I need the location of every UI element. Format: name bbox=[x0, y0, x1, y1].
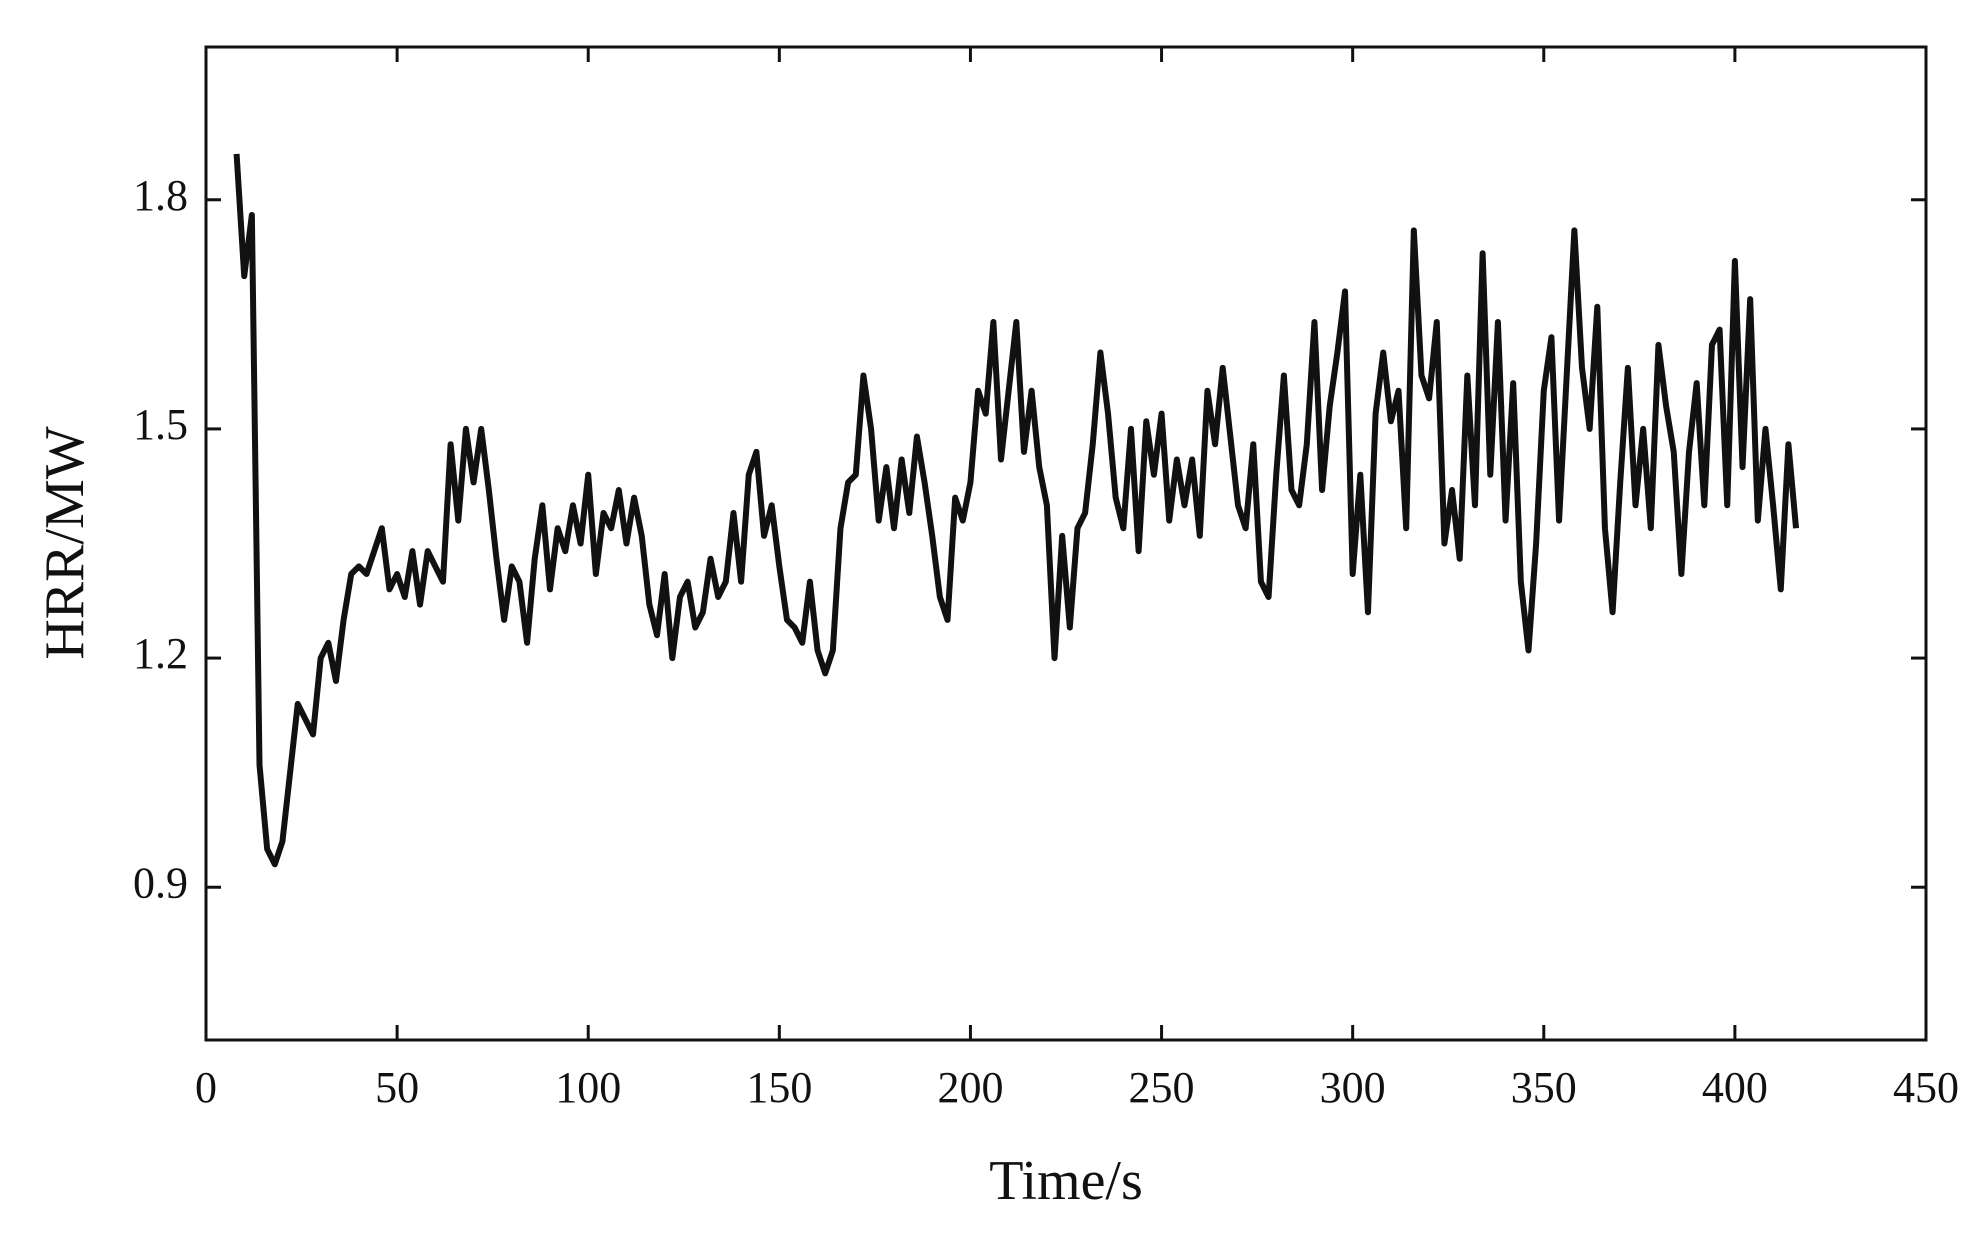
x-axis-title: Time/s bbox=[989, 1150, 1143, 1212]
x-tick-label: 150 bbox=[746, 1063, 812, 1112]
y-tick-label: 1.5 bbox=[133, 400, 188, 449]
x-tick-label: 200 bbox=[937, 1063, 1003, 1112]
line-series bbox=[233, 153, 1800, 868]
y-axis-title: HRR/MW bbox=[34, 426, 96, 659]
x-tick-label: 300 bbox=[1320, 1063, 1386, 1112]
x-tick-label: 400 bbox=[1702, 1063, 1768, 1112]
x-tick-label: 250 bbox=[1129, 1063, 1195, 1112]
x-tick-label: 100 bbox=[555, 1063, 621, 1112]
y-tick-label: 0.9 bbox=[133, 858, 188, 907]
x-tick-label: 450 bbox=[1893, 1063, 1959, 1112]
x-tick-label: 0 bbox=[195, 1063, 217, 1112]
x-tick-label: 50 bbox=[375, 1063, 419, 1112]
x-tick-label: 350 bbox=[1511, 1063, 1577, 1112]
y-tick-label: 1.8 bbox=[133, 171, 188, 220]
y-tick-label: 1.2 bbox=[133, 629, 188, 678]
plot-frame bbox=[204, 45, 1928, 1042]
